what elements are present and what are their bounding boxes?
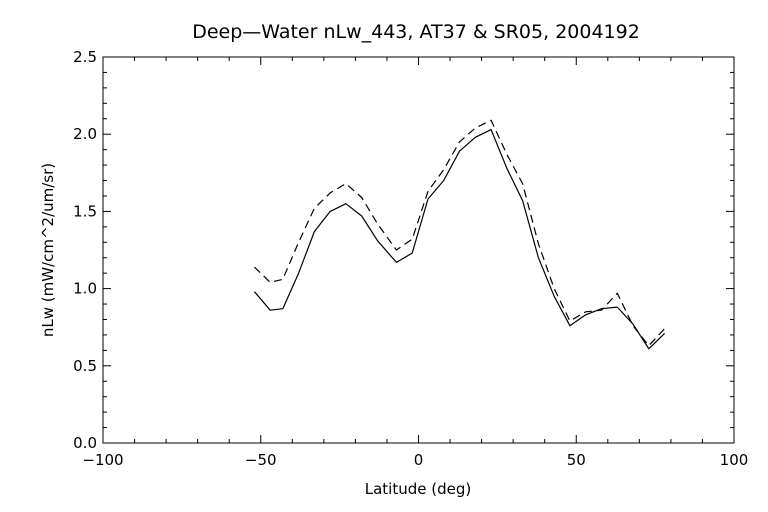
y-tick-label: 1.0 [73, 280, 97, 298]
dashed-series-line [253, 119, 666, 347]
y-tick-label: 2.0 [73, 125, 97, 143]
y-tick-label: 0.5 [73, 357, 97, 375]
axis-ticks: −100 −50 0 50 100 0.0 0.5 1.0 1.5 2.0 2.5 [73, 48, 748, 469]
y-axis-label: nLw (mW/cm^2/um/sr) [39, 163, 57, 337]
chart-title: Deep—Water nLw_443, AT37 & SR05, 2004192 [192, 21, 640, 43]
series-layer [253, 119, 666, 350]
y-tick-label: 1.5 [73, 202, 97, 220]
solid-series-line [253, 129, 666, 350]
x-tick-label: −50 [245, 451, 277, 469]
x-axis-label: Latitude (deg) [365, 480, 471, 498]
x-tick-label: −100 [82, 451, 123, 469]
y-tick-label: 0.0 [73, 434, 97, 452]
x-tick-label: 50 [567, 451, 586, 469]
y-tick-label: 2.5 [73, 48, 97, 66]
x-tick-label: 100 [720, 451, 749, 469]
x-tick-label: 0 [414, 451, 424, 469]
